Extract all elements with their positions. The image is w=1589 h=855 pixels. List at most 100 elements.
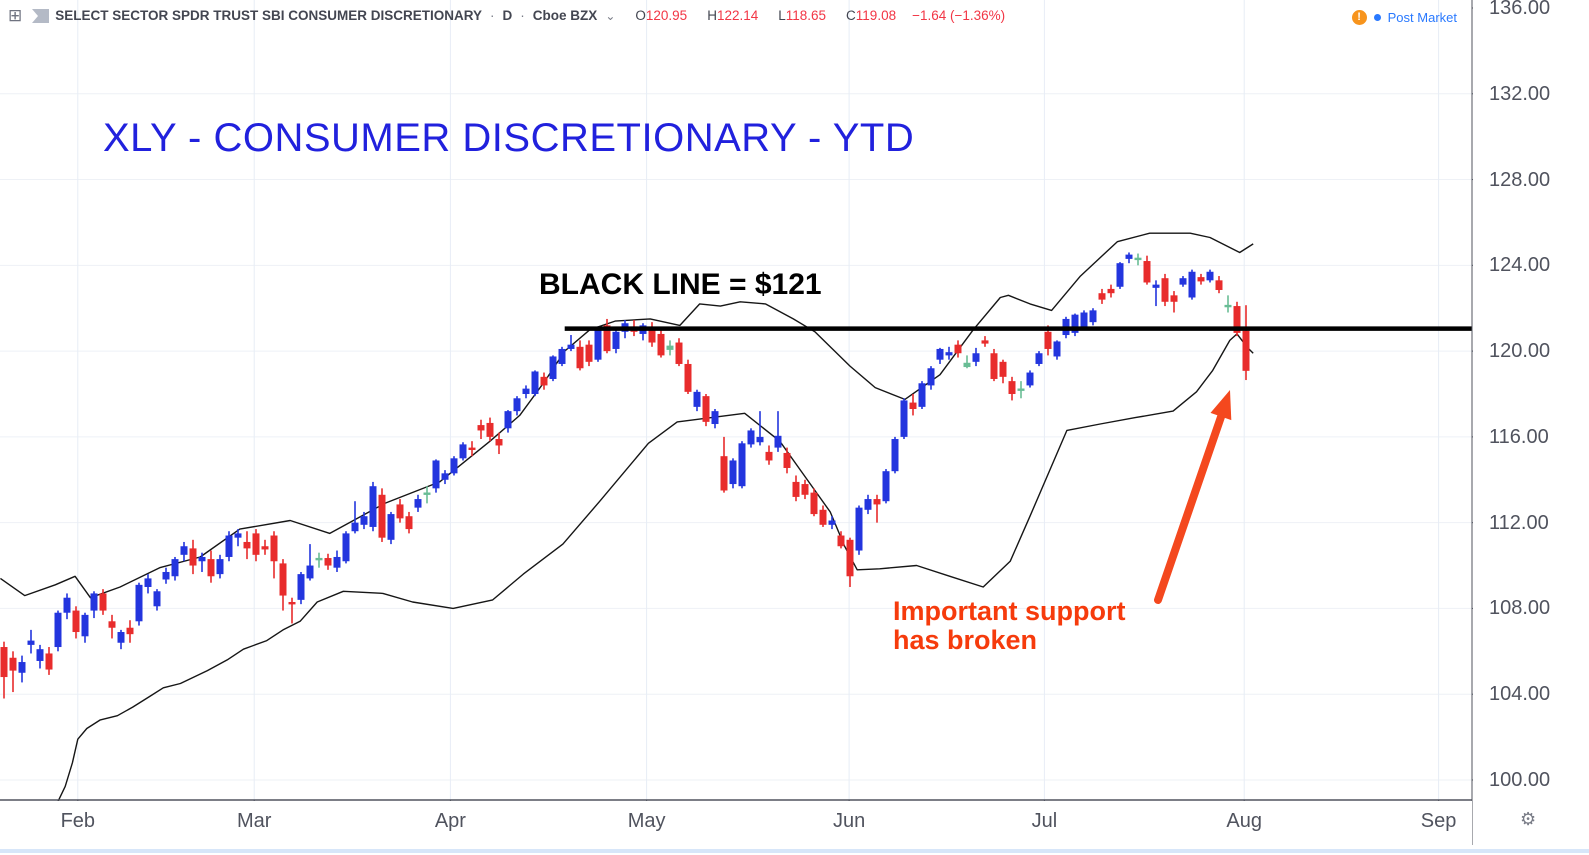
bollinger-band-line[interactable]: [57, 333, 1254, 802]
candle-body: [351, 522, 359, 532]
month-axis-label: Jul: [1031, 810, 1058, 832]
candle-body: [1071, 314, 1079, 333]
candle-body: [63, 597, 71, 613]
candle-body: [774, 435, 782, 448]
candle-body: [1206, 271, 1214, 281]
candle-body: [873, 499, 881, 505]
candle-body: [54, 612, 62, 648]
candle-body: [1008, 381, 1016, 394]
ohlc-value: 118.65: [785, 8, 827, 23]
candle-body: [9, 657, 17, 671]
candle-body: [792, 481, 800, 497]
ohlc-key: C: [846, 8, 856, 23]
price-axis[interactable]: 136.00 132.00 128.00 124.00 120.00 116.00 112.…: [1473, 0, 1589, 845]
ohlc-open: O120.95: [635, 8, 687, 23]
candle-body: [1215, 280, 1223, 290]
candle-body: [1125, 254, 1133, 259]
candle-body: [270, 535, 278, 562]
candle-body: [855, 507, 863, 551]
gear-icon[interactable]: ⚙: [1520, 809, 1537, 829]
candle-body: [954, 344, 962, 354]
candle-body: [1179, 278, 1187, 285]
candle-body: [198, 556, 206, 562]
candle-body: [441, 473, 449, 480]
candle-body: [333, 556, 341, 568]
candle-body: [1197, 277, 1205, 282]
price-axis-label: 116.00: [1489, 425, 1549, 448]
exchange-label[interactable]: Cboe BZX: [532, 8, 598, 23]
candle-body: [0, 647, 8, 678]
candle-body: [522, 388, 530, 394]
interval-label[interactable]: D: [502, 8, 513, 23]
candle-body: [702, 396, 710, 422]
post-market-dot-icon: [1373, 14, 1381, 21]
candle-body: [117, 632, 125, 643]
separator: ·: [490, 8, 495, 23]
candle-body: [1233, 306, 1241, 333]
ohlc-close: C119.08: [846, 8, 896, 23]
chart-title-annotation[interactable]: XLY - CONSUMER DISCRETIONARY - YTD: [103, 116, 915, 160]
candle-body: [981, 340, 989, 344]
candle-body: [918, 383, 926, 407]
candle-body: [18, 662, 26, 673]
candle-body: [306, 565, 314, 579]
month-axis-label: Jun: [832, 810, 866, 832]
arrow-shaft[interactable]: [1154, 410, 1226, 604]
ohlc-key: H: [707, 8, 717, 23]
candle-body: [531, 371, 539, 394]
candle-body: [585, 344, 593, 362]
month-axis-label: Sep: [1420, 810, 1457, 832]
candle-body: [1224, 304, 1232, 308]
bottom-panel-strip: [0, 849, 1589, 853]
ohlc-high: H122.14: [707, 8, 758, 23]
candle-body: [828, 520, 836, 525]
support-line-label[interactable]: BLACK LINE = $121: [539, 268, 822, 301]
candle-body: [675, 342, 683, 364]
candle-body: [720, 456, 728, 491]
support-broken-note[interactable]: Important support has broken: [893, 597, 1125, 655]
candle-body: [576, 346, 584, 369]
candle-body: [342, 533, 350, 562]
candle-body: [405, 516, 413, 530]
candle-body: [315, 557, 323, 561]
ohlc-value: 120.95: [645, 8, 688, 23]
price-axis-label: 128.00: [1489, 168, 1551, 191]
candle-body: [765, 451, 773, 461]
candle-body: [540, 376, 548, 386]
candle-body: [504, 411, 512, 429]
candle-body: [1152, 284, 1160, 288]
candle-body: [486, 422, 494, 437]
ohlc-value: 122.14: [716, 8, 759, 23]
candle-body: [369, 486, 377, 527]
candle-body: [414, 499, 422, 508]
candle-body: [999, 361, 1007, 377]
candle-body: [450, 458, 458, 474]
chevron-down-icon[interactable]: ⌄: [605, 8, 616, 23]
time-axis[interactable]: Feb Mar Apr May Jun Jul Aug Sep: [0, 801, 1472, 845]
alert-icon[interactable]: !: [1351, 10, 1367, 25]
candle-body: [900, 400, 908, 437]
month-axis-label: Apr: [434, 810, 466, 832]
support-broken-note-line2: has broken: [893, 625, 1038, 655]
candle-body: [189, 548, 197, 566]
price-axis-label: 112.00: [1489, 511, 1549, 534]
candle-body: [756, 436, 764, 443]
candle-body: [234, 533, 242, 538]
candle-body: [135, 584, 143, 622]
candle-body: [945, 352, 953, 356]
candle-body: [378, 494, 386, 538]
candle-body: [594, 327, 602, 360]
candle-body: [468, 447, 476, 451]
candle-body: [972, 353, 980, 362]
candle-body: [27, 640, 35, 645]
change-value: −1.64 (−1.36%): [912, 8, 1006, 23]
candle-body: [360, 516, 368, 525]
candle-body: [927, 368, 935, 386]
symbol-title[interactable]: SELECT SECTOR SPDR TRUST SBI CONSUMER DI…: [55, 8, 483, 23]
add-symbol-icon[interactable]: ⊞: [8, 6, 23, 25]
candle-body: [1035, 353, 1043, 364]
candle-body: [216, 559, 224, 575]
candle-body: [990, 353, 998, 379]
